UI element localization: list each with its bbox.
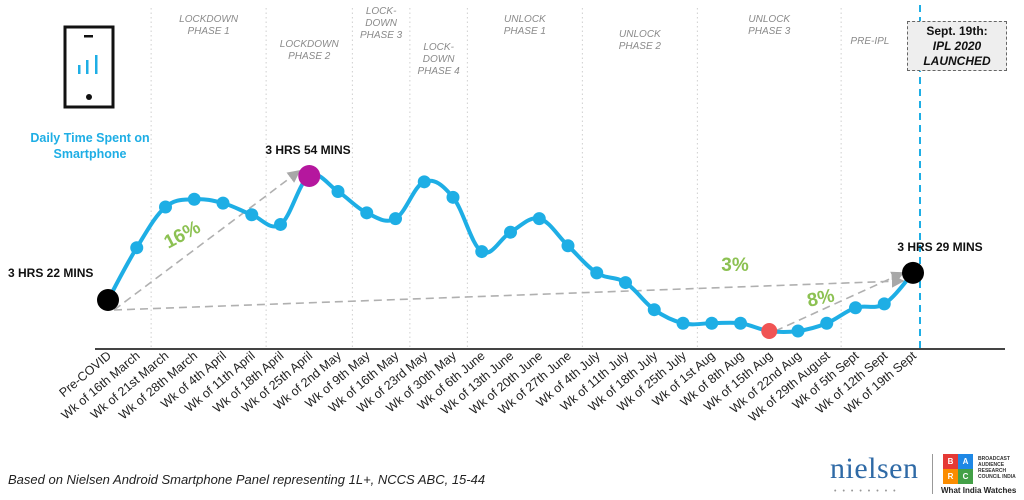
ipl-launch-callout: Sept. 19th: IPL 2020 LAUNCHED [907, 21, 1007, 71]
data-point [849, 301, 862, 315]
logo-area: nielsen •••••••• B A R C BROADCAST AUDIE… [830, 448, 1024, 498]
data-point [734, 316, 747, 330]
source-footnote: Based on Nielsen Android Smartphone Pane… [8, 472, 486, 487]
data-point [159, 200, 172, 214]
phase-label-line: PHASE 1 [504, 26, 546, 37]
value-callouts: 3 HRS 22 MINS 3 HRS 54 MINS 3 HRS 29 MINS [8, 143, 983, 280]
series-line [106, 172, 915, 335]
phase-label-line: LOCKDOWN [280, 39, 340, 50]
data-point [331, 185, 345, 198]
data-point [676, 316, 690, 330]
highlight-point [761, 323, 778, 339]
phase-label-line: DOWN [365, 18, 397, 29]
data-point [446, 190, 460, 204]
nielsen-logo: nielsen [830, 452, 919, 485]
phase-label: UNLOCK PHASE 1 [504, 14, 547, 37]
data-point [619, 276, 632, 290]
data-point [130, 241, 144, 255]
phase-label-line: LOCK- [423, 42, 454, 53]
data-point [590, 266, 604, 280]
trend-percent-label: 3% [721, 255, 749, 276]
metric-title: Daily Time Spent on Smartphone [30, 131, 150, 161]
phase-label-line: UNLOCK [748, 14, 791, 25]
barc-letter-a: A [958, 454, 973, 469]
trend-arrow [774, 271, 905, 332]
phase-label: UNLOCK PHASE 2 [619, 29, 662, 52]
highlight-point [97, 289, 119, 311]
trend-arrows: 16%3%8% [113, 170, 905, 332]
data-point [475, 245, 489, 259]
phase-dividers [150, 8, 842, 348]
data-point [216, 196, 230, 210]
nielsen-logo-dots: •••••••• [834, 488, 902, 495]
logo-divider [932, 454, 933, 494]
phase-label-line: LOCK- [366, 6, 397, 17]
barc-logo: B A R C [943, 454, 973, 484]
phase-label-line: UNLOCK [619, 29, 662, 40]
phase-label-line: DOWN [423, 54, 455, 65]
data-point [245, 208, 259, 222]
data-point [820, 316, 834, 330]
data-point [389, 212, 402, 226]
phase-label: LOCK-DOWN PHASE 4 [418, 42, 461, 77]
phase-label-line: PHASE 1 [188, 26, 230, 37]
value-callout: 3 HRS 54 MINS [265, 143, 350, 157]
phase-label: PRE-IPL [850, 36, 889, 47]
barc-letter-b: B [943, 454, 958, 469]
phase-label-line: PHASE 3 [748, 26, 791, 37]
phase-label-line: UNLOCK [504, 14, 547, 25]
phase-label: UNLOCK PHASE 3 [748, 14, 791, 37]
data-point [504, 225, 517, 239]
barc-tagline: What India Watches [941, 486, 1017, 495]
phase-label: LOCK-DOWN PHASE 3 [360, 6, 403, 41]
smartphone-signal-icon [63, 25, 115, 109]
trend-percent-label: 8% [805, 285, 836, 311]
data-point [561, 239, 575, 253]
barc-full-name: BROADCAST AUDIENCE RESEARCH COUNCIL INDI… [978, 456, 1016, 480]
phase-label: LOCKDOWN PHASE 1 [179, 14, 239, 37]
phase-label: LOCKDOWN PHASE 2 [280, 39, 340, 62]
phase-label-line: PHASE 3 [360, 30, 403, 41]
data-point [647, 303, 661, 317]
data-point [360, 206, 374, 220]
data-point [417, 175, 431, 189]
data-point [705, 316, 719, 330]
data-point [877, 297, 891, 311]
phase-label-line: PRE-IPL [850, 36, 889, 47]
data-point [532, 212, 546, 226]
data-points [97, 165, 924, 339]
data-point [187, 192, 201, 206]
data-point [274, 217, 287, 231]
barc-letter-r: R [943, 469, 958, 484]
phase-label-line: PHASE 4 [418, 66, 461, 77]
barc-letter-c: C [958, 469, 973, 484]
highlight-point [902, 261, 924, 284]
phase-label-line: LOCKDOWN [179, 14, 239, 25]
value-callout: 3 HRS 22 MINS [8, 266, 93, 280]
highlight-point [298, 165, 321, 187]
phase-label-line: PHASE 2 [619, 41, 662, 52]
trend-arrow [113, 274, 905, 311]
ipl-date: Sept. 19th: [926, 24, 988, 38]
value-callout: 3 HRS 29 MINS [897, 240, 982, 254]
ipl-status: LAUNCHED [923, 54, 991, 68]
phase-label-line: PHASE 2 [288, 51, 331, 62]
data-point [791, 324, 805, 338]
ipl-event: IPL 2020 [932, 39, 982, 53]
